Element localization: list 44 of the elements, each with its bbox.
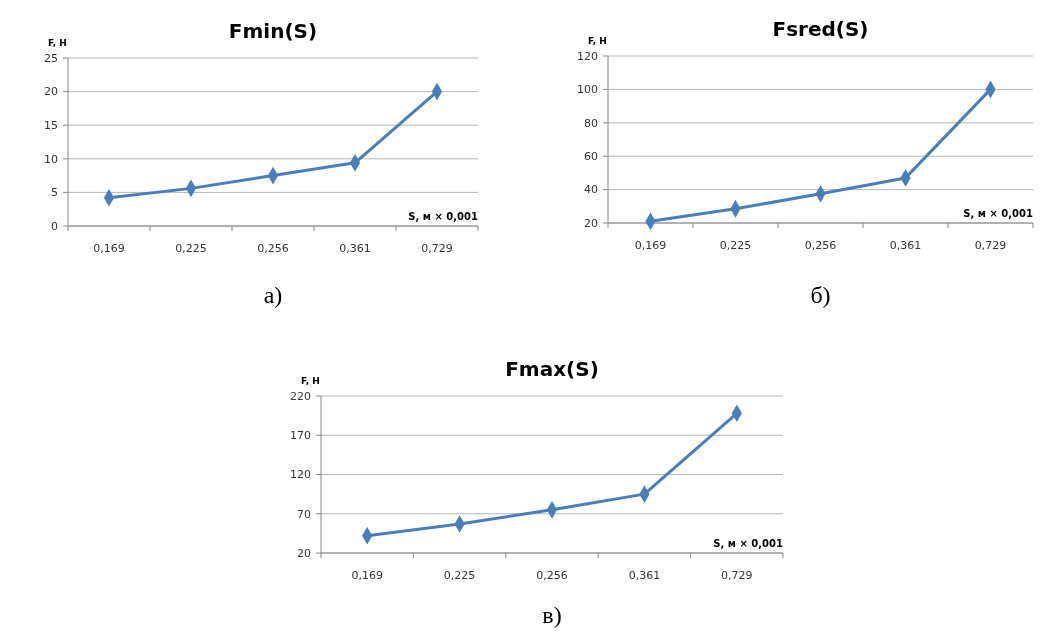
x-tick-label: 0,225 — [443, 569, 476, 582]
x-tick-label: 0,361 — [339, 242, 371, 255]
x-tick-label: 0,361 — [628, 569, 661, 582]
y-axis-title: F, Н — [588, 36, 607, 46]
chart-title: Fmax(S) — [505, 357, 599, 381]
y-tick-label: 120 — [577, 49, 598, 63]
x-axis-title: S, м × 0,001 — [408, 211, 479, 222]
y-tick-label: 80 — [584, 116, 598, 130]
x-tick-label: 0,169 — [93, 242, 125, 255]
x-tick-label: 0,169 — [634, 239, 667, 252]
y-tick-label: 100 — [577, 83, 598, 97]
y-tick-label: 20 — [44, 85, 58, 99]
x-axis-title: S, м × 0,001 — [713, 538, 784, 549]
y-tick-label: 10 — [44, 152, 58, 166]
x-tick-label: 0,169 — [351, 569, 383, 582]
x-tick-label: 0,256 — [257, 242, 289, 255]
y-tick-label: 25 — [44, 51, 58, 65]
x-tick-label: 0,361 — [889, 239, 922, 252]
y-tick-label: 170 — [290, 429, 311, 443]
y-tick-label: 70 — [297, 507, 311, 521]
x-tick-label: 0,729 — [721, 569, 753, 582]
y-tick-label: 60 — [584, 150, 598, 164]
text: в) — [542, 602, 562, 628]
y-tick-label: 40 — [584, 183, 598, 197]
y-tick-label: 20 — [584, 216, 598, 230]
x-axis-title: S, м × 0,001 — [963, 208, 1034, 219]
x-tick-label: 0,225 — [175, 242, 207, 255]
y-tick-label: 20 — [297, 546, 311, 560]
x-tick-label: 0,256 — [536, 569, 568, 582]
y-tick-label: 220 — [290, 389, 311, 403]
y-tick-label: 5 — [51, 186, 58, 200]
chart-title: Fmin(S) — [228, 19, 318, 43]
y-axis-title: F, Н — [48, 38, 67, 48]
chart-title: Fsred(S) — [772, 17, 869, 41]
y-tick-label: 120 — [290, 468, 311, 482]
x-tick-label: 0,729 — [974, 239, 1007, 252]
x-tick-label: 0,256 — [804, 239, 837, 252]
y-axis-title: F, Н — [301, 376, 320, 386]
x-tick-label: 0,225 — [719, 239, 752, 252]
x-tick-label: 0,729 — [421, 242, 453, 255]
text: а) — [263, 282, 283, 308]
text: б) — [810, 282, 831, 308]
y-tick-label: 0 — [51, 219, 58, 233]
y-tick-label: 15 — [44, 119, 58, 133]
